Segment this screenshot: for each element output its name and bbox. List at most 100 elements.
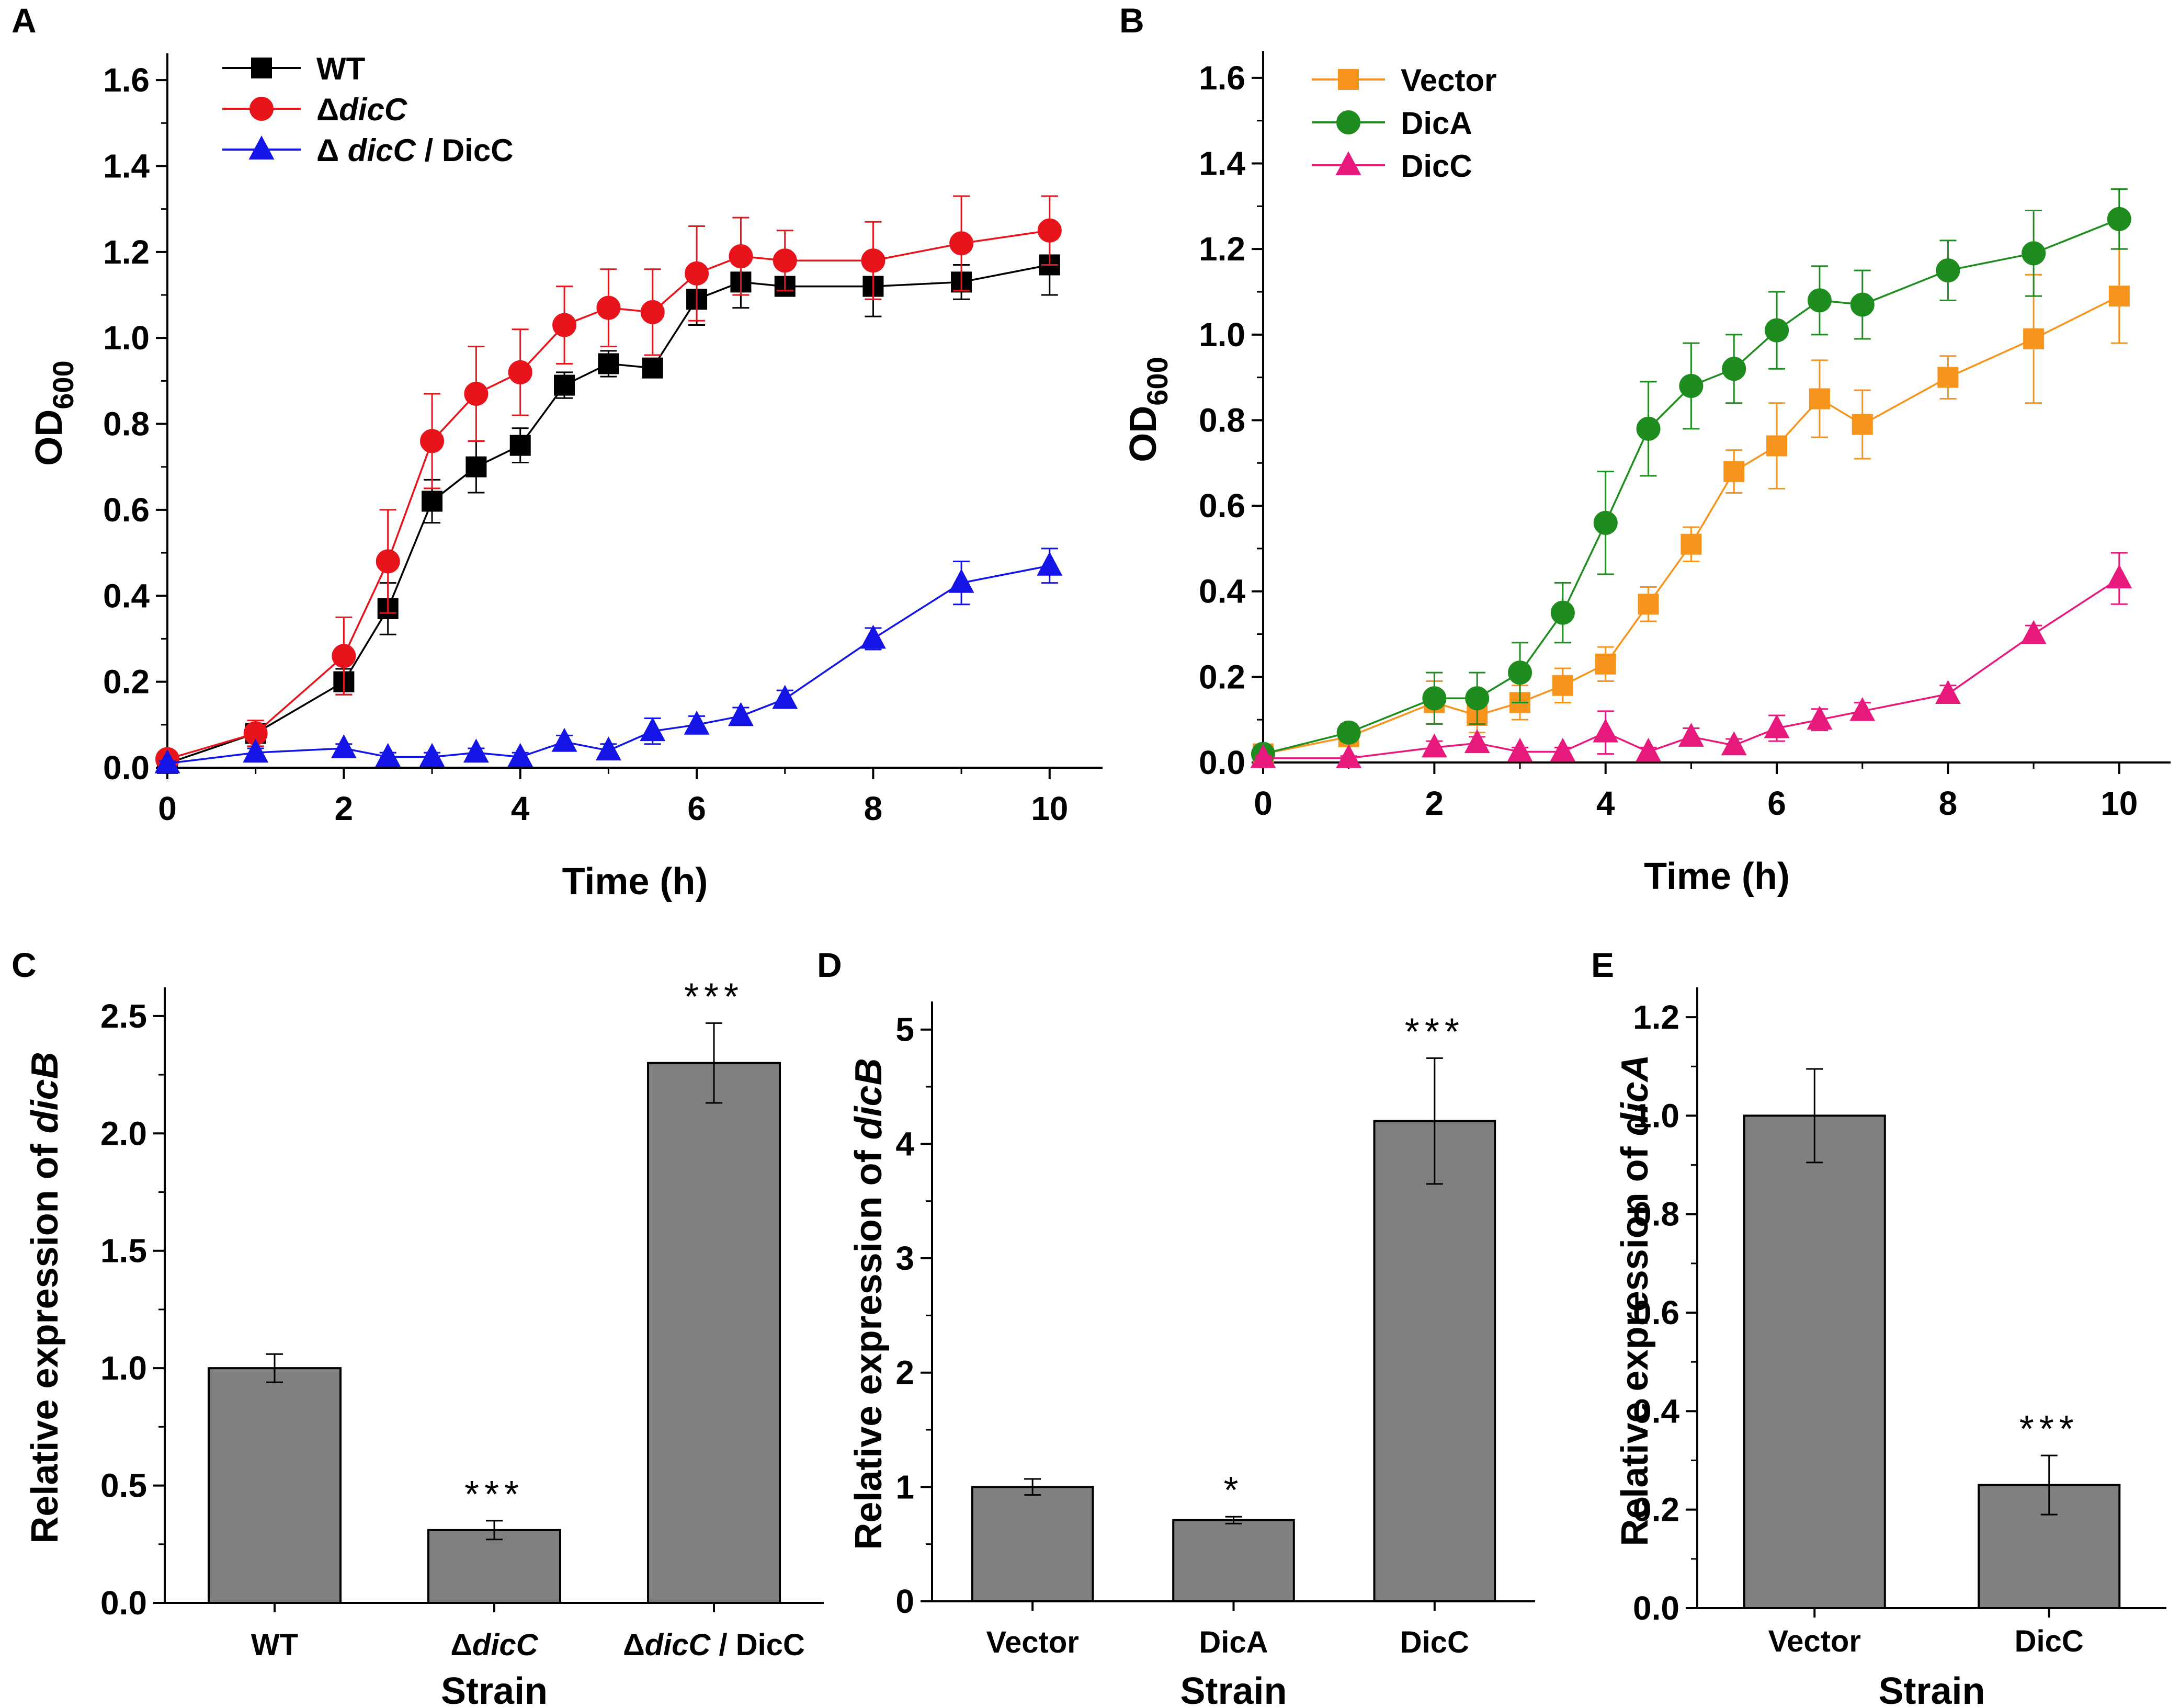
data-point [861, 248, 885, 273]
y-tick-label: 0.2 [1633, 1491, 1679, 1529]
category-label: Vector [986, 1625, 1079, 1659]
x-tick-label: 2 [1425, 784, 1444, 822]
series-2 [154, 548, 1063, 773]
data-point [1809, 388, 1830, 409]
data-point [684, 710, 710, 735]
legend-marker [248, 135, 275, 160]
y-tick-label: 3 [895, 1239, 914, 1277]
chart-D: D Vector * DicA *** DicC 0 1 2 3 4 5 Strain Relative … [817, 946, 1535, 1708]
data-point [1937, 367, 1959, 388]
data-point [729, 244, 753, 269]
bar [1172, 1519, 1295, 1603]
data-point [2107, 207, 2131, 231]
series-line [167, 264, 1050, 765]
x-tick-label: 6 [1767, 784, 1786, 822]
data-point [2106, 564, 2132, 589]
y-tick-label: 1.6 [1199, 59, 1245, 97]
data-point [2108, 286, 2130, 307]
legend: WT ΔdicC Δ dicC / DicC [222, 51, 514, 168]
legend-entry: Vector [1401, 63, 1496, 98]
data-point [1464, 729, 1490, 754]
data-point [1723, 461, 1745, 482]
y-tick-label: 0.4 [1199, 573, 1245, 610]
y-tick-label: 0.2 [1199, 658, 1245, 696]
x-axis-label: Time (h) [1644, 856, 1790, 897]
data-point [508, 360, 532, 384]
data-point [154, 749, 180, 773]
bar [647, 1062, 781, 1604]
y-axis-label: Relative expression of dicB [24, 1052, 66, 1543]
y-tick-label: 0.8 [103, 405, 150, 443]
legend-marker [1338, 69, 1359, 90]
data-point [420, 429, 445, 453]
data-point [595, 736, 621, 761]
series-1 [155, 195, 1062, 771]
y-tick-label: 1.2 [103, 233, 150, 271]
x-tick-label: 4 [1596, 784, 1615, 822]
x-tick-label: 8 [1939, 784, 1958, 822]
data-point [1936, 258, 1960, 283]
y-tick-label: 0.6 [1199, 487, 1245, 525]
data-point [419, 743, 445, 767]
data-point [464, 382, 489, 406]
data-point [773, 248, 797, 273]
data-point [1722, 357, 1746, 381]
x-axis-label: Strain [1878, 1670, 1985, 1708]
category-label: DicC [1400, 1625, 1469, 1659]
data-point [948, 568, 974, 593]
bar [971, 1486, 1094, 1603]
data-point [1507, 737, 1533, 762]
y-tick-label: 0.0 [100, 1584, 147, 1622]
chart-C: C WT *** ΔdicC *** ΔdicC / DicC 0.0 0.5 1.0 1.5 2.… [12, 946, 824, 1708]
data-point [375, 743, 401, 767]
data-point [640, 717, 666, 742]
data-point [1595, 653, 1616, 675]
y-tick-label: 1.0 [103, 319, 150, 357]
x-tick-label: 6 [687, 790, 706, 827]
data-point [1807, 288, 1832, 313]
y-tick-label: 0 [895, 1582, 914, 1620]
data-point [332, 644, 356, 668]
y-axis-label: Relative expression of dicA [1614, 1054, 1656, 1546]
y-tick-label: 0.6 [103, 491, 150, 529]
bar [1373, 1120, 1496, 1602]
data-point [1421, 733, 1447, 758]
y-tick-label: 1.6 [103, 61, 150, 99]
chart-E: E Vector *** DicC 0.0 0.2 0.4 0.6 0.8 1.0 1.2 Strai… [1591, 946, 2166, 1708]
data-point [1636, 737, 1662, 762]
data-point [331, 734, 357, 758]
y-tick-label: 1 [895, 1468, 914, 1506]
data-point [685, 261, 709, 286]
chart-A: A 0.0 0.2 0.4 0.6 0.8 1.0 1.2 1.4 1.6 0 2 4 6 8 10 Time … [12, 1, 1103, 903]
y-tick-label: 2.5 [100, 997, 147, 1035]
y-tick-label: 0.0 [1199, 744, 1245, 781]
data-point [1764, 714, 1790, 738]
data-point [1550, 600, 1575, 625]
y-tick-label: 0.0 [103, 749, 150, 787]
panel-label: D [817, 946, 842, 984]
data-point [1037, 551, 1063, 576]
legend-marker [251, 58, 272, 78]
y-tick-label: 1.2 [1199, 230, 1245, 268]
y-tick-label: 1.4 [103, 147, 150, 185]
significance-label: *** [464, 1474, 524, 1516]
data-point [1765, 318, 1789, 343]
legend-marker [1336, 110, 1360, 134]
data-point [1807, 705, 1833, 730]
category-label: Vector [1768, 1624, 1861, 1658]
x-axis-label: Time (h) [562, 861, 708, 903]
y-tick-label: 0.8 [1633, 1195, 1679, 1233]
x-tick-label: 0 [1254, 784, 1273, 822]
panel-label: B [1119, 1, 1144, 40]
data-point [551, 727, 577, 752]
data-point [1037, 218, 1062, 243]
data-point [1336, 744, 1362, 768]
data-point [1935, 680, 1961, 704]
y-axis-label: OD600 [1122, 357, 1174, 462]
data-point [509, 435, 531, 456]
legend-entry: ΔdicC [316, 92, 408, 127]
data-point [1721, 731, 1747, 756]
data-point [642, 357, 663, 379]
data-point [1593, 718, 1619, 743]
